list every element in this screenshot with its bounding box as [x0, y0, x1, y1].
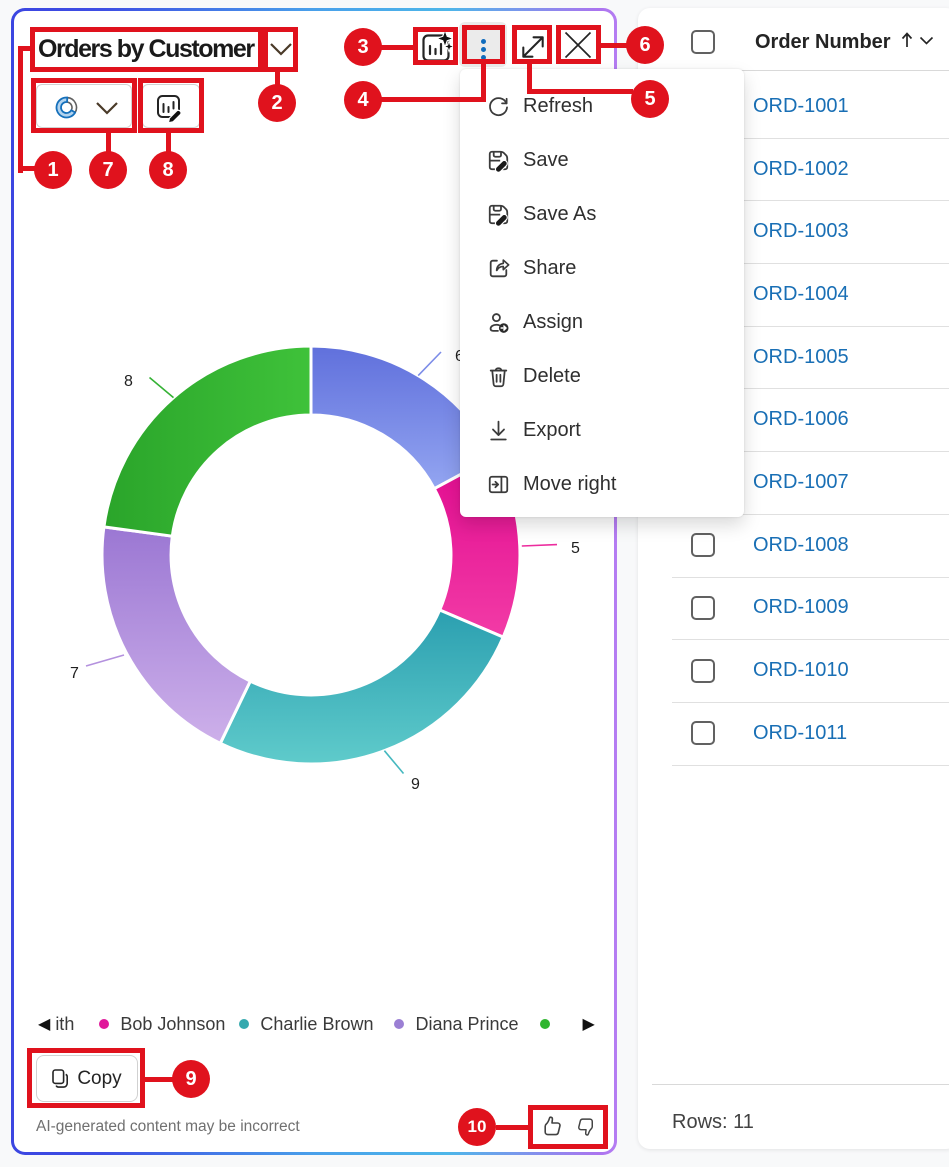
svg-text:6: 6	[455, 348, 464, 365]
svg-text:7: 7	[70, 665, 79, 682]
svg-text:8: 8	[124, 373, 133, 390]
svg-text:9: 9	[411, 776, 420, 793]
svg-text:5: 5	[571, 540, 580, 557]
